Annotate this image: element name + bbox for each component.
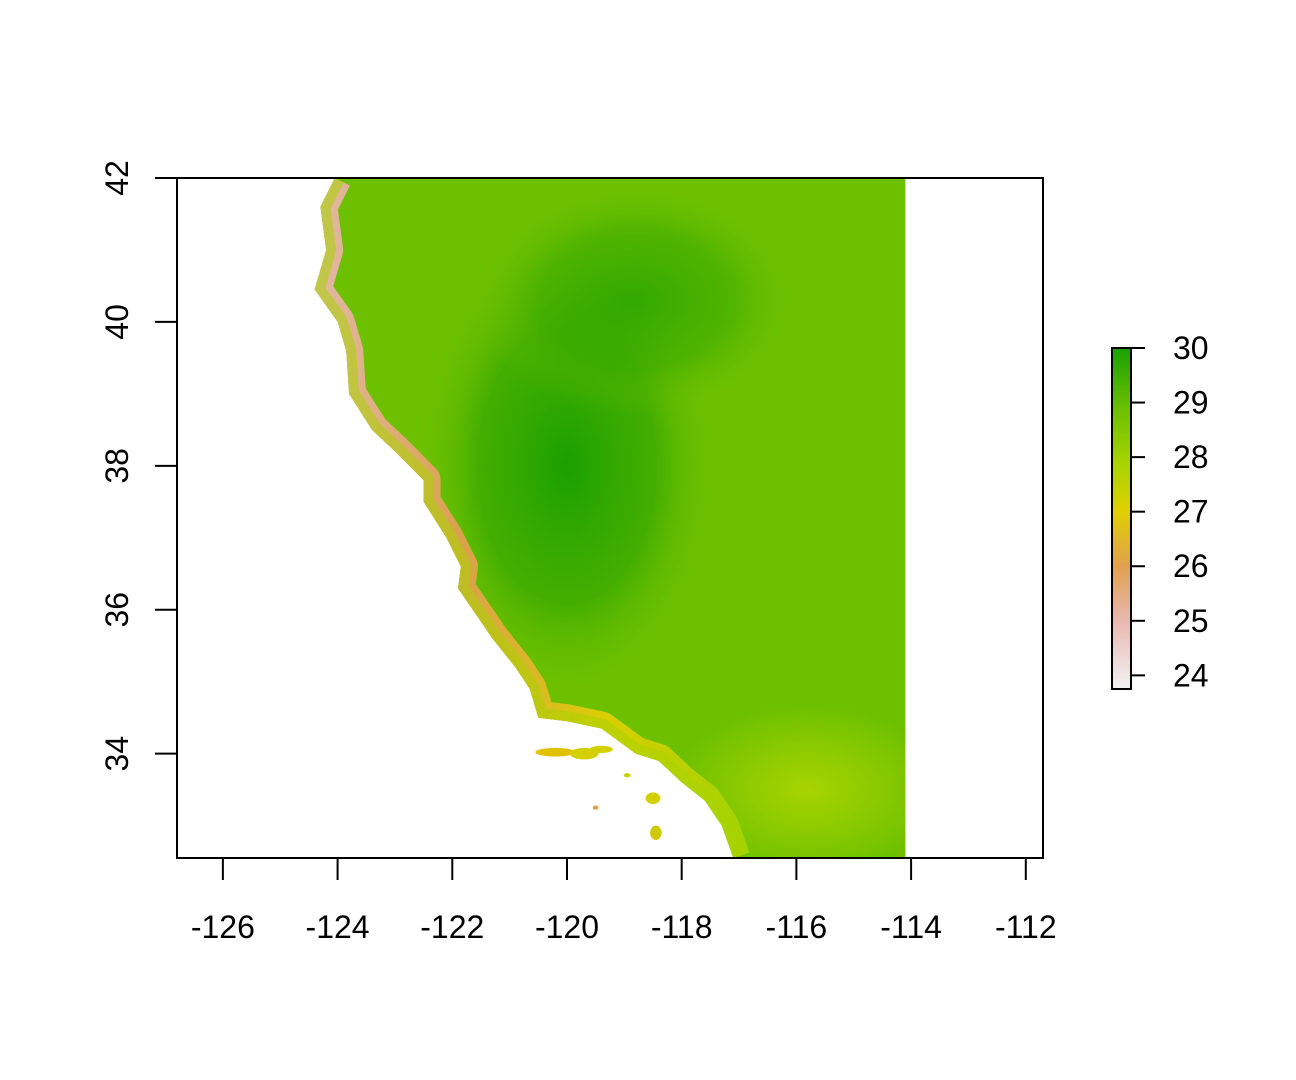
island-6	[592, 805, 599, 810]
x-axis: -126 -124 -122 -120 -118 -116 -114 -112	[191, 857, 1057, 945]
legend-color-bar	[1111, 347, 1132, 690]
legend-ticks: 30 29 28 27 26 25 24	[1131, 330, 1209, 693]
legend-tick-label: 29	[1173, 385, 1209, 421]
legend-tick-label: 27	[1173, 494, 1209, 530]
x-tick-label: -124	[306, 909, 370, 945]
x-tick-label: -126	[191, 909, 255, 945]
y-tick-label: 40	[99, 304, 135, 340]
island-4	[645, 792, 661, 805]
x-tick-label: -122	[420, 909, 484, 945]
x-tick-label: -112	[995, 909, 1057, 945]
y-tick-label: 34	[99, 736, 135, 772]
y-tick-label: 42	[99, 160, 135, 196]
x-tick-label: -116	[766, 909, 828, 945]
y-tick-label: 36	[99, 592, 135, 628]
x-tick-label: -114	[880, 909, 942, 945]
legend-tick-label: 28	[1173, 439, 1209, 475]
legend-tick-label: 25	[1173, 603, 1209, 639]
x-tick-label: -120	[535, 909, 599, 945]
island-3	[589, 745, 613, 753]
island-7	[623, 773, 631, 778]
island-5	[650, 825, 662, 841]
legend-tick-label: 24	[1173, 657, 1209, 693]
color-legend: 30 29 28 27 26 25 24	[1111, 330, 1209, 693]
y-axis: 34 36 38 40 42	[99, 160, 178, 772]
x-tick-label: -118	[651, 909, 713, 945]
y-tick-label: 38	[99, 448, 135, 484]
channel-islands	[535, 745, 662, 841]
legend-tick-label: 30	[1173, 330, 1209, 366]
island-1	[535, 747, 576, 757]
legend-tick-label: 26	[1173, 548, 1209, 584]
